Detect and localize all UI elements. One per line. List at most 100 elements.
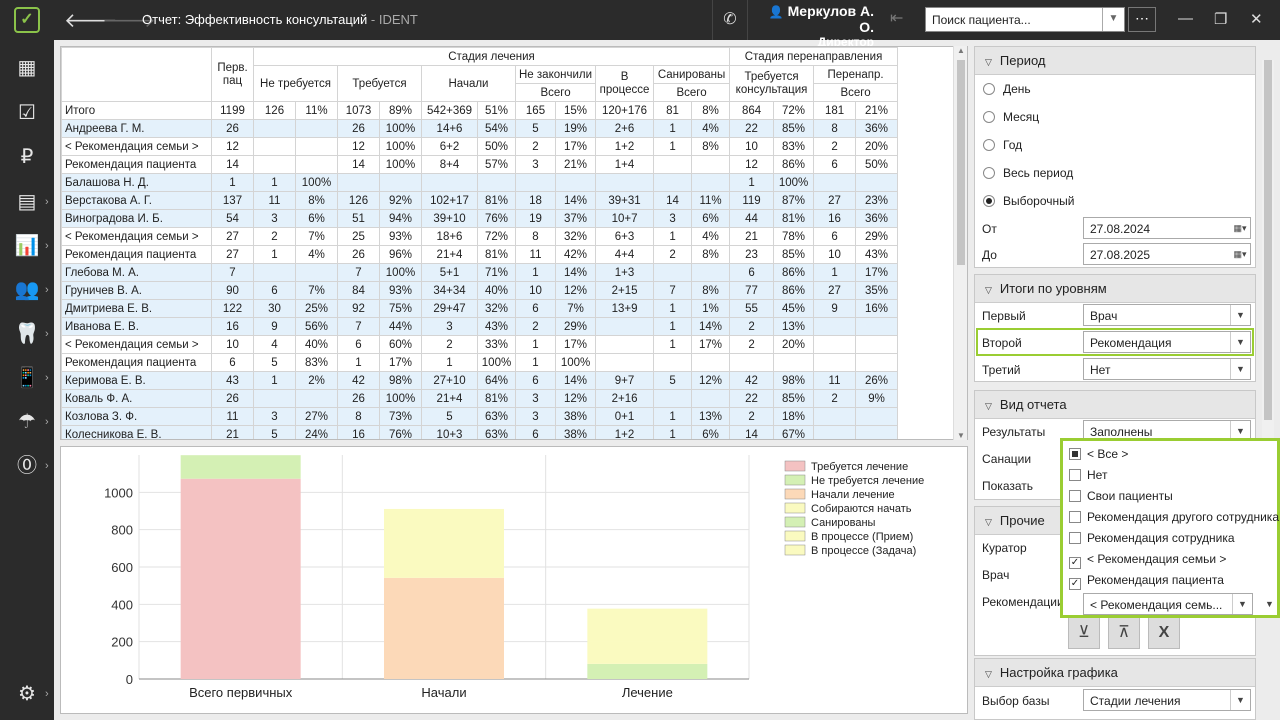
base-select[interactable]: Стадии лечения ▼: [1083, 689, 1251, 711]
dropdown-option[interactable]: ✓ Рекомендация пациента: [1069, 573, 1224, 590]
close-icon[interactable]: ✕: [1250, 11, 1263, 28]
chevron-down-icon[interactable]: ▼: [1230, 332, 1250, 352]
dropdown-option[interactable]: Нет: [1069, 468, 1107, 482]
radio-year[interactable]: Год: [983, 138, 1022, 152]
dropdown-option[interactable]: < Все >: [1069, 447, 1128, 461]
excel-export-icon[interactable]: X: [1148, 617, 1180, 649]
back-arrow-icon[interactable]: 🡐: [64, 10, 118, 32]
checkbox-icon[interactable]: [1069, 469, 1081, 481]
levels-group-header[interactable]: ▽ Итоги по уровням: [975, 275, 1255, 303]
more-menu-button[interactable]: ⋯: [1128, 7, 1156, 32]
table-row[interactable]: < Рекомендация семьи >27 2 7% 25 93% 18+6 72% 8…: [61, 227, 899, 246]
in-progress-header[interactable]: В процессе: [595, 65, 655, 102]
table-row[interactable]: Верстакова А. Г. 137 11 8% 126 92% 102+17 81% 18…: [61, 191, 899, 210]
phone-icon[interactable]: ✆: [712, 0, 748, 40]
first-patients-header[interactable]: Перв. пац: [211, 47, 254, 102]
table-row[interactable]: Керимова Е. В. 43 1 2% 42 98% 27+10 64% 6 14% 9+7 5…: [61, 371, 899, 390]
calendar-icon[interactable]: ▦▾: [1233, 223, 1247, 233]
required-header[interactable]: Требуется: [337, 65, 422, 102]
payments-icon[interactable]: ⓪: [17, 455, 37, 477]
radio-all-period[interactable]: Весь период: [983, 166, 1073, 180]
started-header[interactable]: Начали: [421, 65, 516, 102]
maximize-icon[interactable]: ❐: [1214, 11, 1228, 28]
not-required-header[interactable]: Не требуется: [253, 65, 338, 102]
first-level-select[interactable]: Врач ▼: [1083, 304, 1251, 326]
table-scrollbar[interactable]: ▲ ▼: [953, 46, 967, 440]
chart-settings-header[interactable]: ▽ Настройка графика: [975, 659, 1255, 687]
scroll-down-icon[interactable]: ▼: [1265, 599, 1274, 609]
chevron-down-icon[interactable]: ▼: [1230, 690, 1250, 710]
table-row[interactable]: Козлова З. Ф. 11 3 27% 8 73% 5 63% 3 38% 0+1 1 13% 2 1…: [61, 407, 899, 426]
table-row[interactable]: Колесникова Е. В. 21 5 24% 16 76% 10+3 63% 6 38% 1…: [61, 425, 899, 439]
forward-arrow-icon[interactable]: 🡒: [102, 10, 156, 32]
chevron-down-icon[interactable]: ▼: [1232, 594, 1252, 614]
table-row[interactable]: Иванова Е. В. 16 9 56% 7 44% 3 43% 2 29% 1 14% 2 13%: [61, 317, 899, 336]
table-cell: 26: [337, 389, 380, 408]
third-level-select[interactable]: Нет ▼: [1083, 358, 1251, 380]
table-row[interactable]: Рекомендация пациента 6 5 83% 1 17% 1 100% 1 100%: [61, 353, 899, 372]
app-logo-icon[interactable]: ✓: [14, 7, 40, 33]
scroll-down-icon[interactable]: ▼: [957, 431, 965, 440]
user-info[interactable]: 👤 Меркулов А. О. Директор: [756, 3, 874, 49]
minimize-icon[interactable]: —: [1178, 10, 1193, 27]
tasks-icon[interactable]: ☑: [18, 102, 36, 124]
ruble-icon[interactable]: ₽: [20, 146, 34, 168]
recommendation-select[interactable]: < Рекомендация семь... ▼: [1083, 593, 1253, 615]
documents-icon[interactable]: ▤: [17, 191, 37, 213]
table-row[interactable]: < Рекомендация семьи >12 12 100% 6+2 50% 2 17%…: [61, 137, 899, 156]
logout-icon[interactable]: ⇤: [890, 10, 904, 27]
table-row[interactable]: < Рекомендация семьи >10 4 40% 6 60% 2 33% 1 17%…: [61, 335, 899, 354]
from-date-picker[interactable]: 27.08.2024 ▦▾: [1083, 217, 1251, 239]
scrollbar-thumb[interactable]: [1264, 60, 1272, 420]
table-row[interactable]: Груничев В. А. 90 6 7% 84 93% 34+34 40% 10 12% 2+1…: [61, 281, 899, 300]
chevron-down-icon[interactable]: ▼: [1102, 8, 1124, 31]
scroll-up-icon[interactable]: ▲: [957, 46, 965, 55]
table-row[interactable]: Итого 1199 126 11% 1073 89% 542+369 51% 165 15% 12…: [61, 101, 899, 120]
table-row[interactable]: Дмитриева Е. В. 122 30 25% 92 75% 29+47 32% 6 7% 1…: [61, 299, 899, 318]
settings-gear-icon[interactable]: ⚙: [18, 683, 36, 705]
base-value: Стадии лечения: [1090, 694, 1181, 708]
schedule-icon[interactable]: ▦: [17, 57, 37, 79]
dropdown-option[interactable]: Рекомендация сотрудника: [1069, 531, 1235, 545]
dropdown-option[interactable]: Рекомендация другого сотрудника: [1069, 510, 1279, 524]
devices-icon[interactable]: 📱: [14, 367, 40, 389]
checkbox-icon[interactable]: [1069, 511, 1081, 523]
period-group-header[interactable]: ▽ Период: [975, 47, 1255, 75]
table-row[interactable]: Глебова М. А. 7 7 100% 5+1 71% 1 14% 1+3 6 86% 1 17%: [61, 263, 899, 282]
sanitized-header[interactable]: Санированы: [653, 65, 731, 84]
umbrella-icon[interactable]: ☂: [18, 411, 36, 433]
view-group-header[interactable]: ▽ Вид отчета: [975, 391, 1255, 419]
redirected-header[interactable]: Перенапр.: [813, 65, 899, 84]
clear-filter-icon[interactable]: ⊼: [1108, 617, 1140, 649]
not-finished-header[interactable]: Не закончили: [514, 65, 597, 84]
table-row[interactable]: Коваль Ф. А. 26 26 100% 21+4 81% 3 12% 2+16 22 85%…: [61, 389, 899, 408]
calendar-icon[interactable]: ▦▾: [1233, 249, 1247, 259]
chevron-down-icon[interactable]: ▼: [1230, 359, 1250, 379]
chevron-down-icon[interactable]: ▼: [1230, 305, 1250, 325]
tooth-icon[interactable]: 🦷: [14, 323, 40, 345]
table-row[interactable]: Балашова Н. Д. 1 1 100% 1 100%: [61, 173, 899, 192]
checkbox-checked-icon[interactable]: ✓: [1069, 578, 1081, 590]
scrollbar-thumb[interactable]: [957, 60, 965, 265]
dropdown-option[interactable]: ✓ < Рекомендация семьи >: [1069, 552, 1226, 569]
reports-icon[interactable]: 📊: [14, 235, 40, 257]
table-row[interactable]: Андреева Г. М. 26 26 100% 14+6 54% 5 19% 2+6 1 4% 2…: [61, 119, 899, 138]
add-filter-icon[interactable]: ⊻: [1068, 617, 1100, 649]
table-row[interactable]: Виноградова И. Б. 54 3 6% 51 94% 39+10 76% 19 37%…: [61, 209, 899, 228]
radio-month[interactable]: Месяц: [983, 110, 1039, 124]
consultation-required-header[interactable]: Требуется консультация: [729, 65, 815, 102]
patient-search-input[interactable]: Поиск пациента... ▼: [925, 7, 1125, 32]
second-level-select[interactable]: Рекомендация ▼: [1083, 331, 1251, 353]
table-row[interactable]: Рекомендация пациента 14 14 100% 8+4 57% 3 21% 1…: [61, 155, 899, 174]
table-row[interactable]: Рекомендация пациента 27 1 4% 26 96% 21+4 81% 11…: [61, 245, 899, 264]
radio-custom[interactable]: Выборочный: [983, 194, 1074, 208]
chevron-down-icon[interactable]: ▼: [1230, 421, 1250, 441]
checkbox-icon[interactable]: [1069, 448, 1081, 460]
users-icon[interactable]: 👥: [14, 279, 40, 301]
checkbox-icon[interactable]: [1069, 532, 1081, 544]
checkbox-icon[interactable]: [1069, 490, 1081, 502]
dropdown-option[interactable]: Свои пациенты: [1069, 489, 1173, 503]
radio-day[interactable]: День: [983, 82, 1031, 96]
to-date-picker[interactable]: 27.08.2025 ▦▾: [1083, 243, 1251, 265]
checkbox-checked-icon[interactable]: ✓: [1069, 557, 1081, 569]
